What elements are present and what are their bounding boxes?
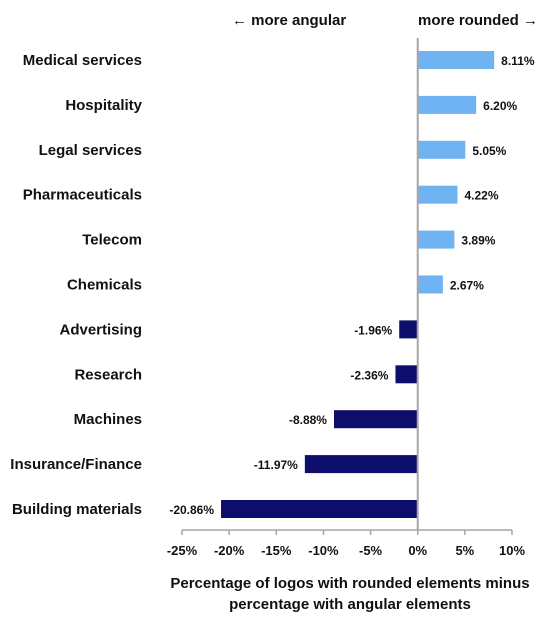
category-label: Machines [74,411,142,428]
x-tick-label: -15% [261,543,292,558]
bar [221,500,418,518]
category-label: Hospitality [65,97,142,114]
category-label: Insurance/Finance [10,456,142,473]
x-tick-label: 10% [499,543,525,558]
x-tick-label: 5% [455,543,474,558]
value-label: 3.89% [461,234,495,248]
bar [333,410,418,429]
value-label: -11.97% [254,458,298,472]
bar [304,455,418,474]
x-tick-label: -25% [167,543,198,558]
x-tick-label: -5% [359,543,383,558]
x-tick-label: -20% [214,543,245,558]
value-label: -8.88% [289,413,327,427]
category-label: Pharmaceuticals [23,187,142,204]
value-label: 8.11% [501,54,535,68]
x-axis-title: Percentage of logos with rounded element… [140,573,560,615]
direction-right-label: more rounded → [418,12,539,29]
x-tick-label: -10% [308,543,339,558]
bar [399,320,418,339]
value-label: 2.67% [450,279,484,293]
value-label: -1.96% [354,323,392,337]
value-label: -2.36% [350,368,388,382]
category-label: Research [74,366,142,383]
direction-left-label: ← more angular [232,12,347,29]
category-label: Legal services [39,142,142,159]
bar [417,230,455,249]
x-axis-title-line-1: Percentage of logos with rounded element… [170,575,530,592]
bar [417,275,443,294]
bar [417,140,466,159]
category-label: Chemicals [67,277,142,294]
x-axis-title-line-2: percentage with angular elements [229,596,471,613]
bar [417,95,477,114]
value-label: 4.22% [465,189,499,203]
value-label: 6.20% [483,99,517,113]
value-label: 5.05% [472,144,506,158]
bar [417,185,458,204]
category-label: Advertising [59,321,142,338]
category-label: Building materials [12,501,142,518]
bar [417,51,495,69]
category-label: Medical services [23,52,142,69]
value-label: -20.86% [169,503,214,517]
bar [395,365,418,384]
x-tick-label: 0% [408,543,427,558]
category-label: Telecom [82,232,142,249]
